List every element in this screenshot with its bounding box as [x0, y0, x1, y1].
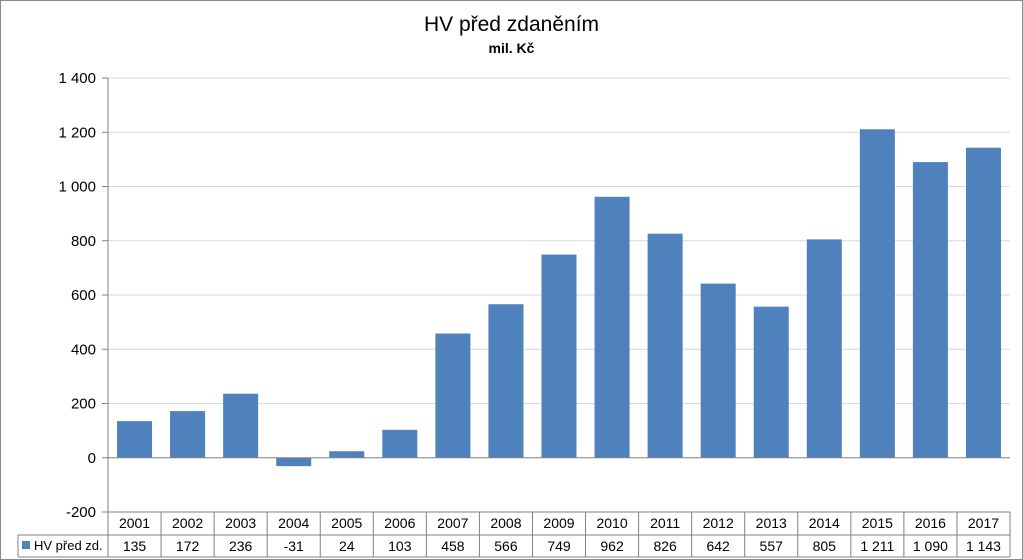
data-table-value: 1 143 — [966, 538, 1001, 554]
x-tick-label: 2014 — [809, 515, 840, 531]
data-table-value: 749 — [547, 538, 571, 554]
x-tick-label: 2005 — [331, 515, 362, 531]
data-table-value: 1 211 — [860, 538, 894, 554]
data-table-value: 826 — [653, 538, 677, 554]
bar-2013 — [753, 306, 789, 458]
data-table-value: 805 — [813, 538, 837, 554]
data-table-value: 458 — [441, 538, 465, 554]
data-table-value: 1 090 — [913, 538, 948, 554]
chart-title: HV před zdaněním — [423, 13, 600, 36]
x-tick-label: 2016 — [915, 515, 946, 531]
y-tick-label: 400 — [71, 341, 96, 358]
bar-2011 — [647, 233, 683, 458]
x-tick-label: 2015 — [862, 515, 893, 531]
data-table-value: 557 — [760, 538, 784, 554]
data-table-value: 566 — [494, 538, 518, 554]
x-tick-label: 2008 — [490, 515, 521, 531]
data-table-value: -31 — [284, 538, 304, 554]
x-tick-label: 2003 — [225, 515, 256, 531]
data-table-value: 103 — [388, 538, 412, 554]
x-tick-label: 2017 — [968, 515, 999, 531]
bar-2007 — [435, 333, 471, 458]
chart-subtitle: mil. Kč — [488, 40, 535, 56]
y-tick-label: 1 200 — [58, 124, 96, 141]
bar-2010 — [594, 196, 630, 458]
bar-2005 — [329, 451, 365, 458]
data-table-value: 642 — [706, 538, 730, 554]
x-tick-label: 2009 — [543, 515, 574, 531]
x-tick-label: 2004 — [278, 515, 309, 531]
data-table-value: 236 — [229, 538, 253, 554]
data-table-value: 172 — [176, 538, 200, 554]
bar-2009 — [541, 254, 577, 458]
data-table-value: 135 — [123, 538, 147, 554]
x-tick-label: 2002 — [172, 515, 203, 531]
x-tick-label: 2011 — [650, 515, 680, 531]
bar-2012 — [700, 283, 736, 458]
legend-label: HV před zd. — [34, 538, 103, 553]
bar-2008 — [488, 304, 524, 458]
bar-2006 — [382, 429, 418, 458]
bar-2001 — [117, 421, 153, 458]
bar-2004 — [276, 457, 312, 467]
y-tick-label: 800 — [71, 233, 96, 250]
x-tick-label: 2007 — [437, 515, 468, 531]
y-tick-label: 1 000 — [58, 179, 96, 196]
y-tick-label: 200 — [71, 396, 96, 413]
x-tick-label: 2012 — [703, 515, 734, 531]
x-tick-label: 2013 — [756, 515, 787, 531]
y-tick-label: 0 — [88, 450, 96, 467]
x-tick-label: 2006 — [384, 515, 415, 531]
x-tick-label: 2010 — [596, 515, 627, 531]
bar-2017 — [965, 147, 1001, 458]
data-table-value: 962 — [600, 538, 624, 554]
y-tick-label: 600 — [71, 287, 96, 304]
bar-2003 — [223, 393, 259, 458]
data-table-value: 24 — [339, 538, 355, 554]
bar-2016 — [912, 162, 948, 458]
bar-2014 — [806, 239, 842, 458]
y-tick-label: 1 400 — [58, 70, 96, 87]
x-tick-label: 2001 — [119, 515, 150, 531]
legend-swatch — [22, 541, 30, 549]
bar-2002 — [170, 411, 206, 458]
bar-2015 — [859, 129, 895, 458]
y-tick-label: -200 — [66, 504, 96, 521]
